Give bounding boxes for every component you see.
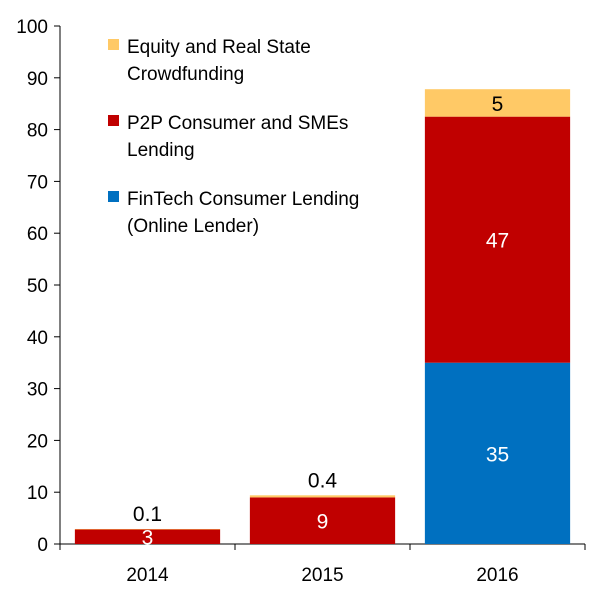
y-tick-label: 20 — [27, 431, 48, 452]
legend-label: Equity and Real State — [127, 37, 311, 58]
bar-segment — [249, 495, 396, 498]
x-tick-label: 2016 — [476, 565, 518, 586]
bar-segment — [249, 497, 396, 544]
data-label: 47 — [486, 230, 509, 253]
bar-segment — [424, 89, 571, 117]
data-label: 0.1 — [133, 503, 162, 526]
legend-swatch — [108, 39, 119, 50]
y-tick-label: 30 — [27, 380, 48, 401]
y-tick-label: 40 — [27, 328, 48, 349]
y-tick-label: 90 — [27, 69, 48, 90]
data-label: 35 — [486, 443, 509, 466]
bar-segment — [424, 362, 571, 544]
bar-segment — [424, 116, 571, 363]
y-tick-label: 50 — [27, 276, 48, 297]
legend-label: (Online Lender) — [127, 216, 259, 237]
data-label: 5 — [492, 93, 504, 116]
y-tick-label: 10 — [27, 483, 48, 504]
data-label: 3 — [142, 527, 154, 550]
y-tick-label: 100 — [16, 17, 48, 38]
legend-label: P2P Consumer and SMEs — [127, 113, 348, 134]
x-tick-label: 2015 — [301, 565, 343, 586]
legend: Equity and Real State Crowdfunding P2P Con… — [108, 37, 359, 237]
legend-label: Crowdfunding — [127, 64, 244, 85]
bar-segment — [74, 529, 221, 544]
legend-label: FinTech Consumer Lending — [127, 189, 359, 210]
bar-labels: 30.1 9 0.4 35 47 5 — [133, 93, 509, 550]
data-label: 0.4 — [308, 469, 338, 492]
y-tick-label: 0 — [37, 535, 48, 556]
y-tick-label: 60 — [27, 224, 48, 245]
legend-swatch — [108, 191, 119, 202]
y-tick-label: 80 — [27, 121, 48, 142]
bar-segment — [74, 528, 221, 530]
y-tick-label: 70 — [27, 172, 48, 193]
x-tick-label: 2014 — [126, 565, 169, 586]
data-label: 9 — [317, 511, 329, 534]
y-axis: 0 10 20 30 40 50 60 70 80 90 100 — [16, 17, 61, 556]
legend-swatch — [108, 115, 119, 126]
x-axis: 2014 2015 2016 — [59, 543, 586, 586]
legend-label: Lending — [127, 140, 195, 161]
bars — [74, 89, 571, 544]
